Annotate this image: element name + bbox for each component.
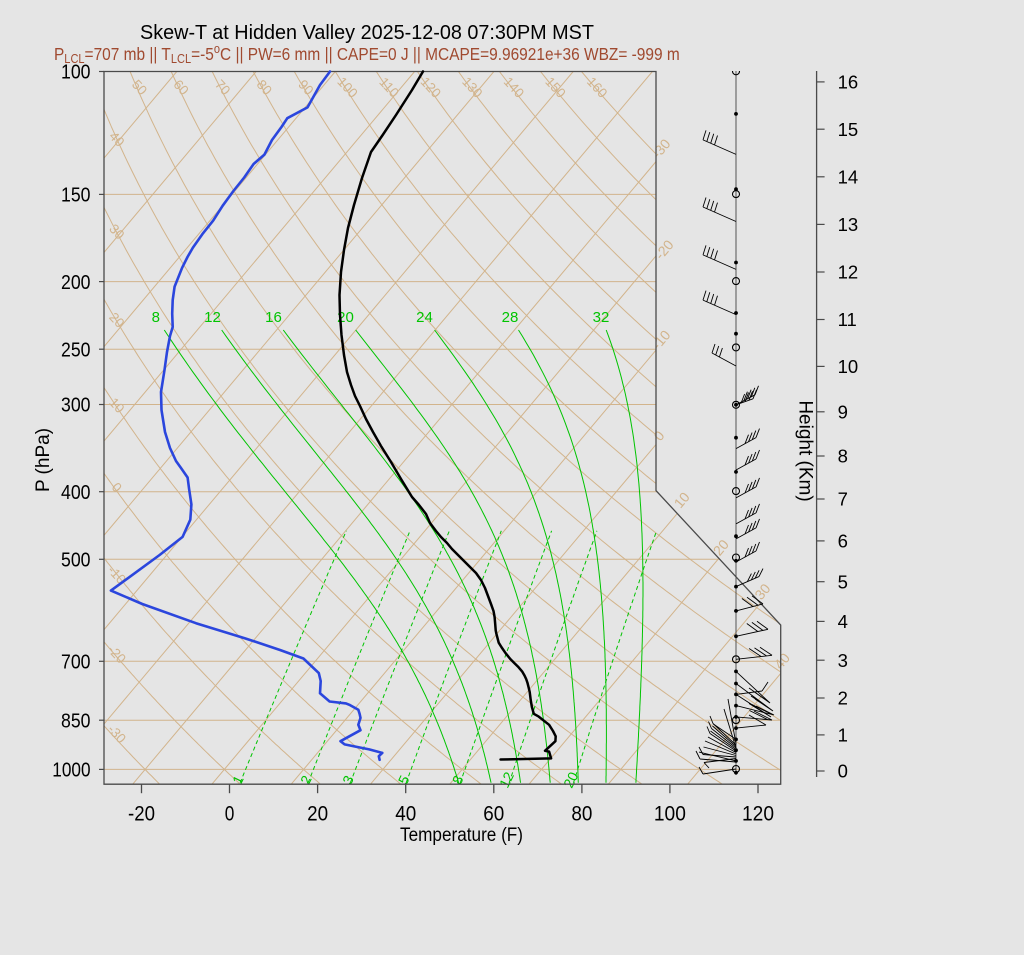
svg-text:60: 60 [170, 77, 191, 98]
svg-text:Temperature (F): Temperature (F) [400, 825, 523, 846]
svg-text:6: 6 [838, 531, 848, 552]
svg-text:12: 12 [838, 262, 859, 283]
svg-text:13: 13 [838, 214, 859, 235]
svg-text:10: 10 [106, 395, 127, 416]
svg-text:300: 300 [61, 395, 91, 417]
svg-text:90: 90 [295, 77, 316, 98]
svg-text:1: 1 [838, 725, 848, 746]
svg-text:120: 120 [742, 803, 774, 826]
svg-text:-20: -20 [128, 803, 155, 826]
svg-text:32: 32 [593, 309, 610, 326]
svg-text:250: 250 [61, 339, 91, 361]
svg-text:500: 500 [61, 550, 91, 572]
svg-text:2: 2 [838, 688, 848, 709]
svg-text:Skew-T at Hidden Valley 2025-1: Skew-T at Hidden Valley 2025-12-08 07:30… [140, 21, 594, 44]
svg-text:5: 5 [838, 571, 848, 592]
svg-text:10: 10 [838, 356, 859, 377]
svg-text:PLCL=707 mb || TLCL=-5oC || PW: PLCL=707 mb || TLCL=-5oC || PW=6 mm || C… [54, 42, 680, 66]
svg-text:80: 80 [254, 77, 275, 98]
svg-text:16: 16 [265, 309, 282, 326]
svg-text:40: 40 [395, 803, 416, 826]
svg-text:9: 9 [838, 401, 848, 422]
svg-text:12: 12 [496, 769, 517, 790]
svg-text:7: 7 [838, 489, 848, 510]
svg-text:16: 16 [838, 72, 859, 93]
svg-text:40: 40 [106, 129, 127, 150]
svg-text:24: 24 [416, 309, 433, 326]
svg-text:150: 150 [61, 185, 91, 207]
svg-text:0: 0 [225, 803, 235, 826]
svg-text:12: 12 [204, 309, 221, 326]
svg-text:50: 50 [129, 77, 150, 98]
svg-text:20: 20 [560, 769, 581, 790]
svg-text:700: 700 [61, 652, 91, 674]
svg-text:80: 80 [571, 803, 592, 826]
svg-text:20: 20 [106, 310, 127, 331]
svg-text:400: 400 [61, 482, 91, 504]
svg-text:11: 11 [838, 309, 857, 330]
svg-text:Height (Km): Height (Km) [795, 400, 816, 501]
svg-text:15: 15 [838, 119, 859, 140]
svg-text:100: 100 [654, 803, 686, 826]
svg-text:14: 14 [838, 166, 859, 187]
svg-text:8: 8 [152, 309, 160, 326]
svg-text:8: 8 [838, 446, 848, 467]
svg-text:3: 3 [838, 650, 848, 671]
svg-text:100: 100 [61, 62, 91, 84]
svg-text:30: 30 [106, 221, 127, 242]
svg-text:P (hPa): P (hPa) [33, 428, 54, 492]
svg-text:20: 20 [307, 803, 328, 826]
svg-text:1000: 1000 [52, 760, 90, 782]
svg-text:200: 200 [61, 272, 91, 294]
svg-text:60: 60 [483, 803, 504, 826]
svg-text:28: 28 [502, 309, 519, 326]
svg-text:70: 70 [212, 77, 233, 98]
svg-text:4: 4 [838, 611, 848, 632]
svg-text:850: 850 [61, 710, 91, 732]
svg-text:0: 0 [838, 761, 848, 782]
